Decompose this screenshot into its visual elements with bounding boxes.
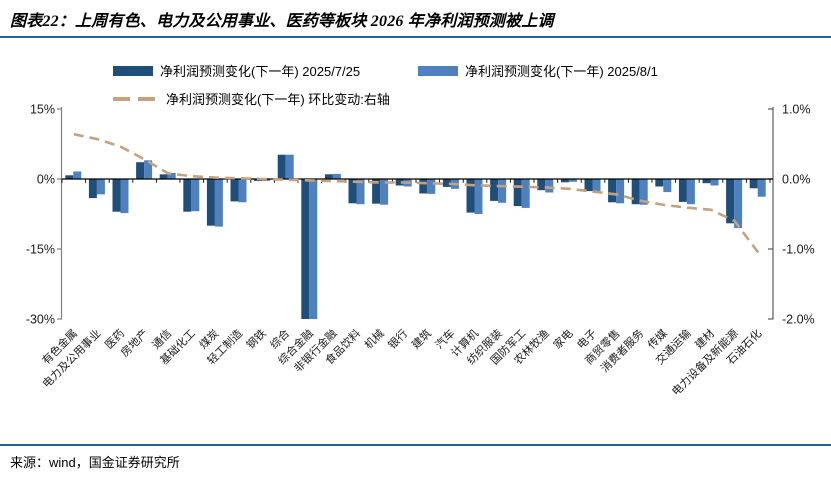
source-note: 来源：wind，国金证券研究所 [10,455,180,470]
bar [702,179,711,184]
bar [88,179,97,199]
tan-dashed-line-swatch [113,96,159,101]
bar [490,179,499,201]
bar-series-1 [65,154,758,319]
bar [663,179,672,193]
bar [301,179,310,319]
bar [214,179,223,227]
bar [513,179,522,207]
bar [678,179,687,202]
bar [616,179,625,204]
legend-item-2025-08-01: 净利润预测变化(下一年) 2025/8/1 [418,61,658,80]
bar [474,179,483,214]
bar [136,162,145,179]
left-axis-tick-label: -15% [26,243,55,257]
bar [183,179,192,212]
bar [757,179,766,197]
title-divider-line [0,36,831,38]
bar [191,179,200,212]
legend-label: 净利润预测变化(下一年) 2025/8/1 [465,64,658,79]
bar [395,179,404,186]
bar [112,179,121,212]
bar [332,173,341,179]
bar [380,179,389,205]
bar [285,154,294,179]
x-axis-label: 房地产 [117,326,150,359]
x-axis-label: 银行 [385,326,410,351]
bar [356,179,365,205]
bar [545,179,554,193]
bar [749,179,758,189]
bar [65,175,74,179]
bar [592,179,601,193]
bar [466,179,475,213]
bar [568,179,577,182]
x-axis-label: 钢铁 [244,327,269,352]
x-axis-label: 机械 [361,326,386,351]
bar [277,154,286,179]
bar [419,179,428,194]
bar [167,172,176,179]
bar [73,171,82,179]
bar [521,179,530,208]
bar [631,179,640,205]
bar [427,179,436,194]
bar [144,160,153,179]
light-blue-bar-swatch [418,65,458,76]
left-axis-tick-label: 15% [30,103,55,117]
right-axis-tick-label: -2.0% [782,313,815,327]
legend-label: 净利润预测变化(下一年) 环比变动:右轴 [166,92,390,107]
left-axis-tick-label: 0% [37,173,55,187]
legend-item-2025-07-25: 净利润预测变化(下一年) 2025/7/25 [113,61,360,80]
bar [324,174,333,179]
wow-change-dashed-line [73,132,760,254]
x-axis-label: 建筑 [408,326,433,351]
figure-title: 图表22：上周有色、电力及公用事业、医药等板块 2026 年净利润预测被上调 [10,13,554,30]
bar [309,179,318,319]
bar [726,179,735,224]
bar [655,179,664,187]
bar [238,179,247,203]
bar [498,179,507,203]
bar [230,179,239,202]
bar [120,179,129,214]
bar [206,179,215,226]
legend-label: 净利润预测变化(下一年) 2025/7/25 [160,64,361,79]
bar [442,179,451,187]
right-axis-tick-label: 1.0% [782,103,811,117]
footer-divider-line [0,444,831,446]
bar [734,179,743,228]
bar [348,179,357,204]
bar [372,179,381,204]
left-axis-tick-label: -30% [26,313,55,327]
right-axis-tick-label: -1.0% [782,243,815,257]
bar [159,174,168,179]
dark-blue-bar-swatch [113,65,153,76]
bar [710,179,719,186]
bar [537,179,546,191]
legend-item-wow-change: 净利润预测变化(下一年) 环比变动:右轴 [113,89,390,108]
bar [686,179,695,205]
bar [639,179,648,205]
bar [560,179,569,183]
right-axis-tick-label: 0.0% [782,173,811,187]
bar [96,179,105,195]
bar [608,179,617,203]
x-axis-label: 家电 [550,326,575,351]
bar [584,179,593,192]
